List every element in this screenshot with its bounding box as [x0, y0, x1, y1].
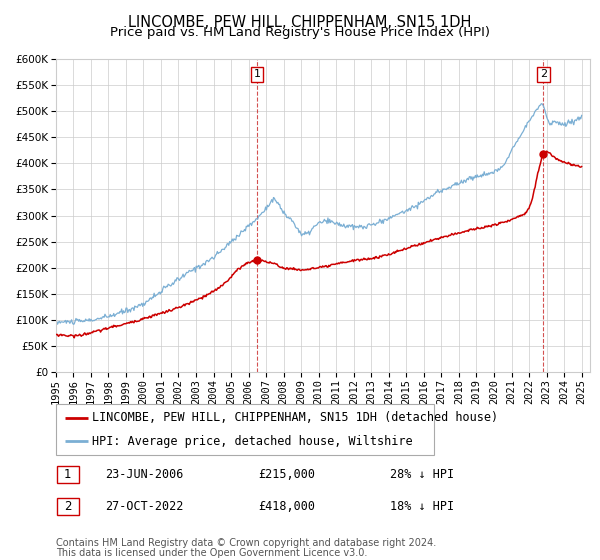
Text: LINCOMBE, PEW HILL, CHIPPENHAM, SN15 1DH (detached house): LINCOMBE, PEW HILL, CHIPPENHAM, SN15 1DH… — [92, 412, 498, 424]
Text: 2: 2 — [64, 500, 71, 514]
Text: 1: 1 — [64, 468, 71, 481]
FancyBboxPatch shape — [56, 404, 434, 455]
Text: LINCOMBE, PEW HILL, CHIPPENHAM, SN15 1DH: LINCOMBE, PEW HILL, CHIPPENHAM, SN15 1DH — [128, 15, 472, 30]
Text: This data is licensed under the Open Government Licence v3.0.: This data is licensed under the Open Gov… — [56, 548, 367, 558]
Text: HPI: Average price, detached house, Wiltshire: HPI: Average price, detached house, Wilt… — [92, 435, 412, 447]
Text: £215,000: £215,000 — [258, 468, 315, 481]
FancyBboxPatch shape — [57, 498, 79, 515]
Text: 23-JUN-2006: 23-JUN-2006 — [105, 468, 184, 481]
Text: 1: 1 — [253, 69, 260, 80]
Text: 18% ↓ HPI: 18% ↓ HPI — [390, 500, 454, 514]
Text: 2: 2 — [540, 69, 547, 80]
Text: Contains HM Land Registry data © Crown copyright and database right 2024.: Contains HM Land Registry data © Crown c… — [56, 538, 436, 548]
FancyBboxPatch shape — [57, 466, 79, 483]
Text: £418,000: £418,000 — [258, 500, 315, 514]
Text: 28% ↓ HPI: 28% ↓ HPI — [390, 468, 454, 481]
Text: Price paid vs. HM Land Registry's House Price Index (HPI): Price paid vs. HM Land Registry's House … — [110, 26, 490, 39]
Text: 27-OCT-2022: 27-OCT-2022 — [105, 500, 184, 514]
